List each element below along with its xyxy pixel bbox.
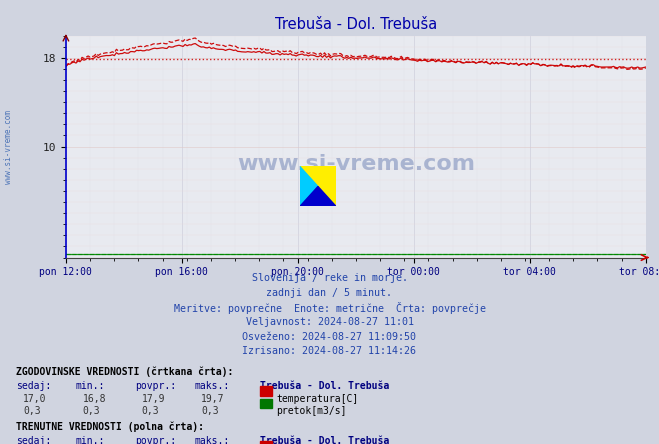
Text: sedaj:: sedaj: — [16, 381, 51, 391]
Text: 0,3: 0,3 — [23, 406, 41, 416]
Text: min.:: min.: — [76, 381, 105, 391]
Text: Slovenija / reke in morje.: Slovenija / reke in morje. — [252, 273, 407, 283]
Text: Meritve: povprečne  Enote: metrične  Črta: povprečje: Meritve: povprečne Enote: metrične Črta:… — [173, 302, 486, 314]
Text: www.si-vreme.com: www.si-vreme.com — [4, 110, 13, 183]
Text: temperatura[C]: temperatura[C] — [276, 394, 358, 404]
Text: www.si-vreme.com: www.si-vreme.com — [237, 154, 475, 174]
Text: 0,3: 0,3 — [82, 406, 100, 416]
Text: sedaj:: sedaj: — [16, 436, 51, 444]
Text: min.:: min.: — [76, 436, 105, 444]
Text: 17,0: 17,0 — [23, 394, 47, 404]
Text: 0,3: 0,3 — [142, 406, 159, 416]
Text: Trebuša - Dol. Trebuša: Trebuša - Dol. Trebuša — [260, 381, 389, 391]
Text: zadnji dan / 5 minut.: zadnji dan / 5 minut. — [266, 288, 393, 298]
Text: povpr.:: povpr.: — [135, 436, 176, 444]
Text: 0,3: 0,3 — [201, 406, 219, 416]
Text: ZGODOVINSKE VREDNOSTI (črtkana črta):: ZGODOVINSKE VREDNOSTI (črtkana črta): — [16, 366, 234, 377]
Title: Trebuša - Dol. Trebuša: Trebuša - Dol. Trebuša — [275, 16, 437, 32]
Text: TRENUTNE VREDNOSTI (polna črta):: TRENUTNE VREDNOSTI (polna črta): — [16, 421, 204, 432]
Text: maks.:: maks.: — [194, 381, 229, 391]
Text: 17,9: 17,9 — [142, 394, 165, 404]
Text: maks.:: maks.: — [194, 436, 229, 444]
Text: pretok[m3/s]: pretok[m3/s] — [276, 406, 347, 416]
Text: povpr.:: povpr.: — [135, 381, 176, 391]
Text: Osveženo: 2024-08-27 11:09:50: Osveženo: 2024-08-27 11:09:50 — [243, 332, 416, 342]
Text: 16,8: 16,8 — [82, 394, 106, 404]
Text: Trebuša - Dol. Trebuša: Trebuša - Dol. Trebuša — [260, 436, 389, 444]
Text: 19,7: 19,7 — [201, 394, 225, 404]
Text: Veljavnost: 2024-08-27 11:01: Veljavnost: 2024-08-27 11:01 — [246, 317, 413, 327]
Text: Izrisano: 2024-08-27 11:14:26: Izrisano: 2024-08-27 11:14:26 — [243, 346, 416, 357]
Polygon shape — [300, 166, 318, 206]
Polygon shape — [300, 186, 336, 206]
